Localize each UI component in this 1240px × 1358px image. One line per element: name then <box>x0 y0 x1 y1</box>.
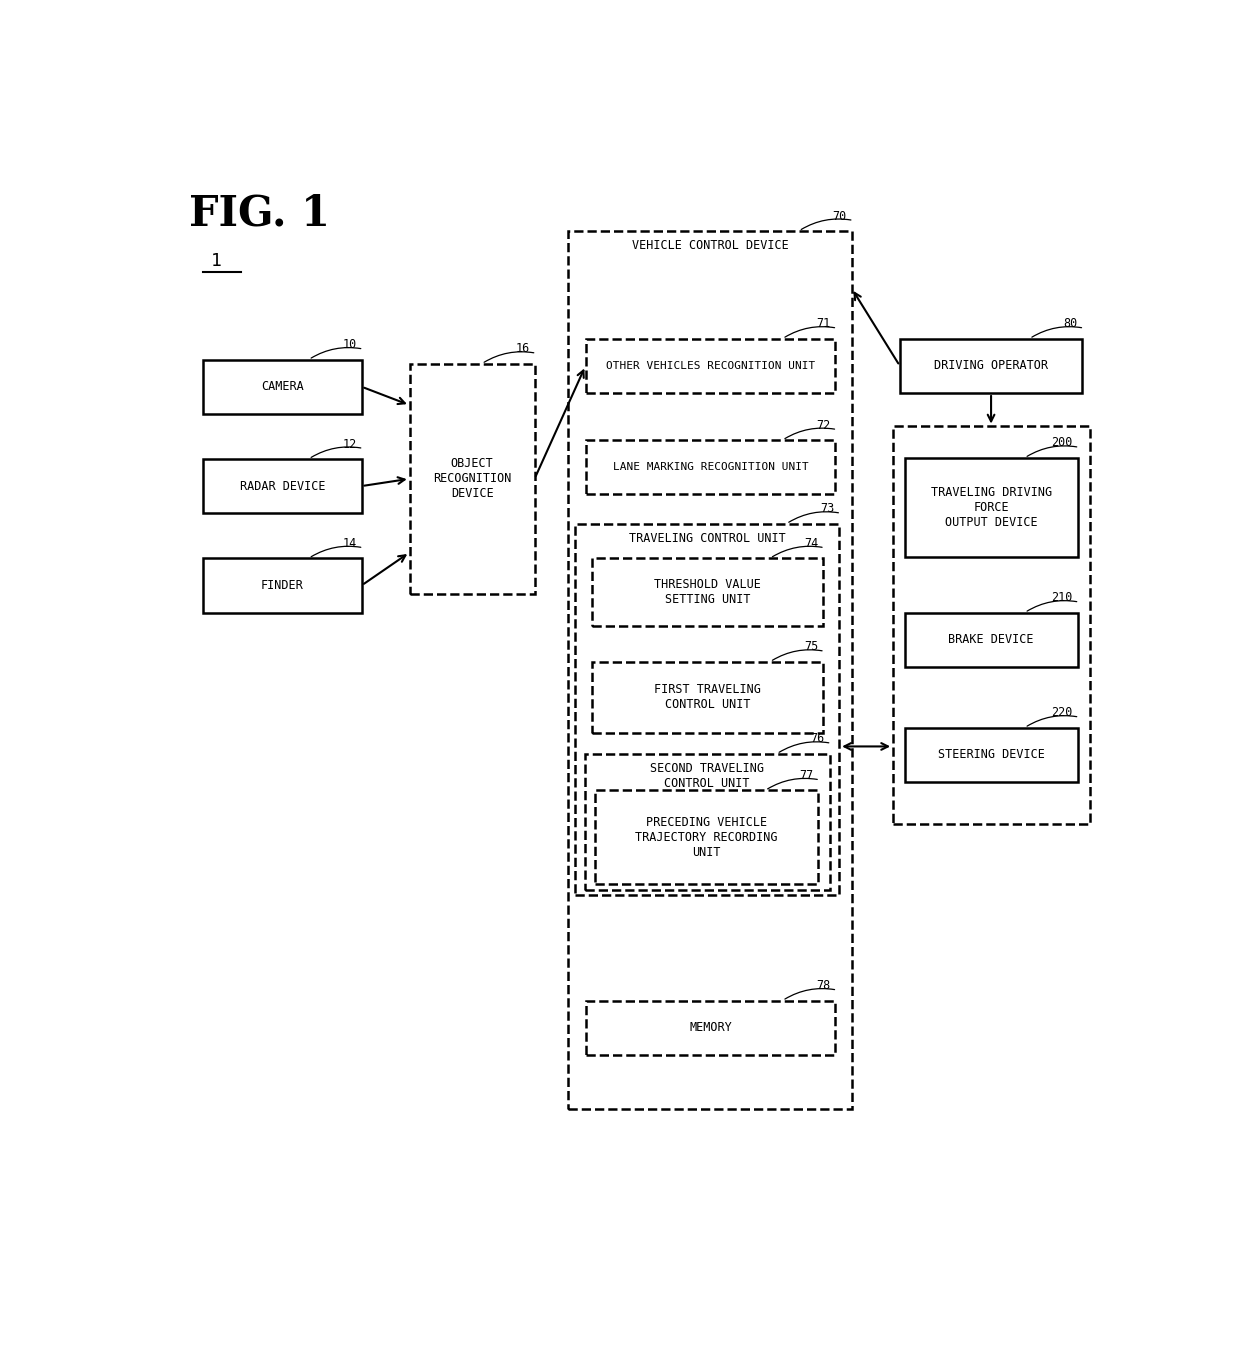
Bar <box>900 338 1083 392</box>
Text: 74: 74 <box>804 536 818 550</box>
Text: 71: 71 <box>816 318 831 330</box>
Text: MEMORY: MEMORY <box>689 1021 732 1035</box>
Text: 80: 80 <box>1064 318 1078 330</box>
Text: 75: 75 <box>804 641 818 653</box>
Text: CAMERA: CAMERA <box>260 380 304 394</box>
Text: 16: 16 <box>516 342 529 356</box>
Bar <box>568 231 852 1109</box>
Bar <box>203 459 362 513</box>
Text: 12: 12 <box>342 437 357 451</box>
Text: STEERING DEVICE: STEERING DEVICE <box>937 748 1044 762</box>
Bar <box>575 524 839 895</box>
Text: PRECEDING VEHICLE
TRAJECTORY RECORDING
UNIT: PRECEDING VEHICLE TRAJECTORY RECORDING U… <box>635 816 777 858</box>
Text: TRAVELING CONTROL UNIT: TRAVELING CONTROL UNIT <box>629 532 785 545</box>
Bar <box>905 458 1078 557</box>
Text: 14: 14 <box>342 536 357 550</box>
Bar <box>585 440 836 494</box>
Bar <box>585 1001 836 1055</box>
Text: 73: 73 <box>820 502 835 515</box>
Text: DRIVING OPERATOR: DRIVING OPERATOR <box>934 360 1048 372</box>
Text: 72: 72 <box>816 418 831 432</box>
Bar <box>584 754 830 889</box>
Bar <box>905 728 1078 782</box>
Bar <box>593 558 823 626</box>
Bar <box>905 612 1078 667</box>
Bar <box>595 790 818 884</box>
Text: TRAVELING DRIVING
FORCE
OUTPUT DEVICE: TRAVELING DRIVING FORCE OUTPUT DEVICE <box>930 486 1052 530</box>
Text: OTHER VEHICLES RECOGNITION UNIT: OTHER VEHICLES RECOGNITION UNIT <box>606 361 815 371</box>
Bar <box>593 661 823 733</box>
Text: OBJECT
RECOGNITION
DEVICE: OBJECT RECOGNITION DEVICE <box>433 458 511 500</box>
Text: THRESHOLD VALUE
SETTING UNIT: THRESHOLD VALUE SETTING UNIT <box>655 579 761 606</box>
Bar <box>203 558 362 612</box>
Bar <box>409 364 534 593</box>
Text: 70: 70 <box>833 209 847 223</box>
Text: 10: 10 <box>342 338 357 352</box>
Text: 78: 78 <box>816 979 831 993</box>
Text: BRAKE DEVICE: BRAKE DEVICE <box>949 633 1034 646</box>
Text: 220: 220 <box>1052 706 1073 720</box>
Text: 77: 77 <box>799 769 813 782</box>
Text: RADAR DEVICE: RADAR DEVICE <box>239 479 325 493</box>
Bar <box>585 338 836 392</box>
Text: FIRST TRAVELING
CONTROL UNIT: FIRST TRAVELING CONTROL UNIT <box>655 683 761 712</box>
Text: 200: 200 <box>1052 436 1073 449</box>
Text: 210: 210 <box>1052 591 1073 604</box>
Text: FINDER: FINDER <box>260 579 304 592</box>
Bar <box>893 426 1090 824</box>
Text: 1: 1 <box>211 251 222 270</box>
Text: LANE MARKING RECOGNITION UNIT: LANE MARKING RECOGNITION UNIT <box>613 462 808 473</box>
Text: SECOND TRAVELING
CONTROL UNIT: SECOND TRAVELING CONTROL UNIT <box>650 762 764 790</box>
Bar <box>203 360 362 414</box>
Text: VEHICLE CONTROL DEVICE: VEHICLE CONTROL DEVICE <box>631 239 789 253</box>
Text: 76: 76 <box>811 732 825 746</box>
Text: FIG. 1: FIG. 1 <box>188 193 330 234</box>
